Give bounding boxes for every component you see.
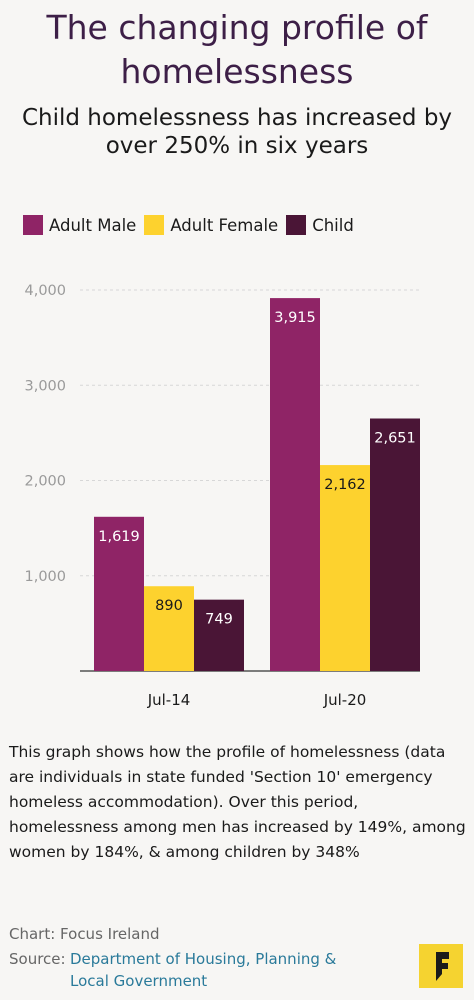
source-label: Source: xyxy=(9,950,66,968)
data-label: 749 xyxy=(205,612,233,628)
bar-child-jul-14 xyxy=(194,599,244,671)
legend-swatch-child xyxy=(286,215,307,235)
legend-item-child: Child xyxy=(286,215,354,235)
bar-adult-female-jul-20 xyxy=(320,465,370,671)
bar-adult-male-jul-14 xyxy=(94,516,144,671)
data-label: 1,619 xyxy=(98,529,140,545)
legend-label-adult-male: Adult Male xyxy=(49,215,137,235)
logo-mark xyxy=(436,952,449,981)
legend: Adult Male Adult Female Child xyxy=(23,212,362,238)
bar-chart: 1,000 2,000 3,000 4,000 1,619 890 749 Jul-14 3,9… xyxy=(24,283,420,709)
bar-child-jul-20 xyxy=(370,418,420,671)
y-tick-label: 1,000 xyxy=(24,569,66,585)
chart-description: This graph shows how the profile of home… xyxy=(9,743,466,861)
legend-swatch-adult-male xyxy=(23,215,43,235)
data-label: 2,651 xyxy=(374,430,416,446)
y-tick-label: 4,000 xyxy=(24,283,66,299)
bar-adult-male-jul-20 xyxy=(270,298,320,671)
data-label: 890 xyxy=(155,598,183,614)
y-tick-label: 3,000 xyxy=(24,378,66,394)
legend-item-adult-female: Adult Female xyxy=(144,215,278,235)
legend-label-child: Child xyxy=(312,215,354,235)
legend-item-adult-male: Adult Male xyxy=(23,215,136,235)
legend-label-adult-female: Adult Female xyxy=(170,215,279,235)
bar-adult-female-jul-14 xyxy=(144,586,194,671)
source-link[interactable]: Department of Housing, Planning & Local … xyxy=(70,950,337,990)
legend-swatch-adult-female xyxy=(144,215,165,235)
data-label: 2,162 xyxy=(324,477,366,493)
y-tick-label: 2,000 xyxy=(24,474,66,490)
data-label: 3,915 xyxy=(274,310,316,326)
focus-ireland-logo-icon xyxy=(419,944,463,988)
chart-subtitle: Child homelessness has increased by over… xyxy=(21,105,453,159)
chart-credit: Chart: Focus Ireland xyxy=(9,925,160,943)
chart-title: The changing profile of homelessness xyxy=(46,8,428,91)
x-tick-label: Jul-20 xyxy=(323,691,367,709)
x-tick-label: Jul-14 xyxy=(147,691,191,709)
